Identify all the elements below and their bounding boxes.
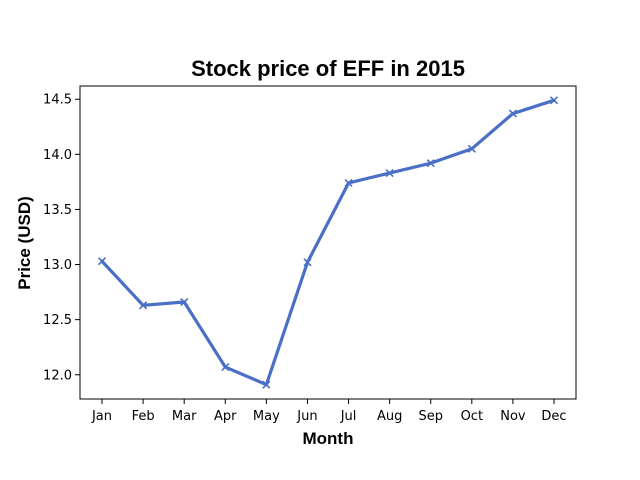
data-point-marker — [344, 178, 353, 188]
data-point-marker — [508, 109, 517, 118]
x-tick-label: Mar — [172, 409, 197, 424]
y-tick-label: 12.0 — [43, 368, 72, 383]
marker-stroke — [385, 169, 394, 178]
y-tick-label: 14.0 — [43, 148, 72, 163]
data-point-marker — [139, 301, 148, 310]
marker-stroke — [344, 178, 353, 188]
marker-stroke — [467, 144, 476, 153]
marker-stroke — [180, 297, 189, 307]
x-tick-label: Oct — [461, 409, 483, 424]
data-point-marker — [97, 257, 107, 266]
plot-area — [79, 85, 577, 400]
marker-stroke — [426, 159, 435, 168]
marker-stroke — [97, 257, 107, 266]
x-tick-label: Jun — [296, 409, 317, 424]
data-point-marker — [262, 380, 271, 389]
x-axis: Jan Feb Mar Apr May Jun Jul Aug Sep Oct Nov Dec — [91, 399, 567, 424]
marker-stroke — [262, 380, 271, 389]
x-tick-label: Dec — [541, 409, 566, 424]
x-tick-label: Apr — [214, 409, 237, 424]
x-tick-label: Jan — [91, 409, 112, 424]
x-tick-label: Nov — [500, 409, 526, 424]
data-point-marker — [549, 96, 559, 105]
y-axis-label: Price (USD) — [15, 196, 34, 290]
marker-stroke — [508, 109, 517, 118]
x-tick-label: May — [253, 409, 280, 424]
y-tick-label: 12.5 — [43, 313, 72, 328]
x-tick-label: Aug — [377, 409, 402, 424]
data-point-marker — [180, 297, 189, 307]
marker-stroke — [139, 301, 148, 310]
y-axis: 12.0 12.5 13.0 13.5 14.0 14.5 — [43, 93, 80, 383]
marker-stroke — [221, 362, 230, 372]
x-tick-label: Feb — [132, 409, 155, 424]
series-layer — [97, 96, 559, 389]
chart-title: Stock price of EFF in 2015 — [191, 56, 465, 81]
marker-stroke — [549, 96, 559, 105]
x-tick-label: Jul — [340, 409, 357, 424]
x-axis-label: Month — [303, 429, 354, 448]
data-point-marker — [221, 362, 230, 372]
x-tick-label: Sep — [418, 409, 443, 424]
data-point-marker — [303, 258, 312, 267]
data-point-marker — [385, 169, 394, 178]
y-tick-label: 13.0 — [43, 258, 72, 273]
y-tick-label: 13.5 — [43, 203, 72, 218]
data-point-marker — [426, 159, 435, 168]
series-line — [100, 98, 556, 387]
data-point-marker — [467, 144, 476, 153]
y-tick-label: 14.5 — [43, 93, 72, 108]
marker-stroke — [303, 258, 312, 267]
